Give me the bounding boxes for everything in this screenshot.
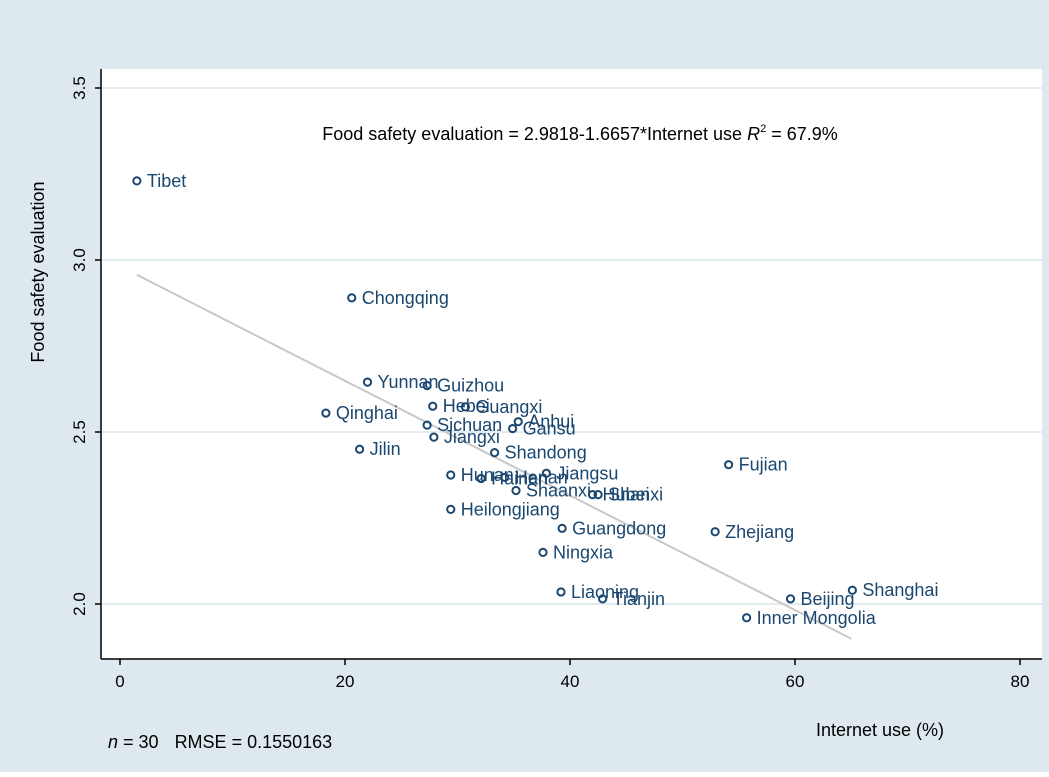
point-label-13: Hunan <box>461 465 514 485</box>
point-marker-23 <box>724 460 734 470</box>
point-label-6: Guangxi <box>475 397 542 417</box>
point-marker-1 <box>347 293 357 303</box>
footnote: n = 30 RMSE = 0.1550163 <box>108 732 332 752</box>
point-label-4: Qinghai <box>336 403 398 423</box>
x-tick-label-4: 80 <box>1011 672 1030 691</box>
point-marker-8 <box>422 420 432 430</box>
point-marker-6 <box>460 402 470 412</box>
point-label-0: Tibet <box>147 171 186 191</box>
point-label-14: Jiangsu <box>556 463 618 483</box>
point-label-9: Gansu <box>523 419 576 439</box>
point-label-21: Guangdong <box>572 518 666 538</box>
point-marker-21 <box>557 523 567 533</box>
y-tick-label-1: 2.5 <box>70 420 89 444</box>
regression-annotation: Food safety evaluation = 2.9818-1.6657*I… <box>322 123 838 144</box>
point-label-16: Henan <box>515 467 568 487</box>
x-tick-label-3: 60 <box>786 672 805 691</box>
point-label-25: Liaoning <box>571 582 639 602</box>
point-marker-15 <box>476 473 486 484</box>
point-marker-10 <box>429 432 439 442</box>
footnote-n-value: = 30 <box>118 732 159 752</box>
point-marker-28 <box>785 594 796 604</box>
point-label-24: Zhejiang <box>725 522 794 542</box>
point-marker-29 <box>742 613 752 623</box>
point-marker-5 <box>428 401 438 411</box>
x-tick-label-1: 20 <box>336 672 355 691</box>
point-marker-13 <box>446 470 456 480</box>
y-axis-label: Food safety evaluation <box>28 181 48 362</box>
point-label-10: Jiangxi <box>444 427 500 447</box>
point-marker-25 <box>556 587 566 597</box>
point-marker-3 <box>422 380 432 391</box>
point-marker-7 <box>513 417 523 427</box>
point-label-29: Inner Mongolia <box>757 608 877 628</box>
point-marker-9 <box>508 423 518 434</box>
point-marker-16 <box>500 472 510 483</box>
point-label-28: Beijing <box>801 589 855 609</box>
point-marker-14 <box>541 468 551 478</box>
point-marker-2 <box>362 377 373 387</box>
point-marker-27 <box>847 585 857 595</box>
point-label-20: Heilongjiang <box>461 499 560 519</box>
point-label-5: Hebei <box>443 396 490 416</box>
point-label-23: Fujian <box>739 455 788 475</box>
axis-layer: 2.0 2.5 3.0 3.5 0 20 40 60 80 <box>70 69 1042 691</box>
grid-layer <box>101 87 1042 605</box>
point-label-22: Ningxia <box>553 542 614 562</box>
point-label-27: Shanghai <box>862 580 938 600</box>
point-label-8: Sichuan <box>437 415 502 435</box>
plot-background <box>101 69 1042 659</box>
point-marker-0 <box>132 176 142 186</box>
point-label-7: Anhui <box>528 412 574 432</box>
point-marker-12 <box>490 448 500 458</box>
point-label-12: Shandong <box>505 443 587 463</box>
footnote-rmse: RMSE = 0.1550163 <box>175 732 333 752</box>
x-tick-label-2: 40 <box>561 672 580 691</box>
point-label-17: Shaanxi <box>526 480 591 500</box>
point-marker-19 <box>593 490 603 500</box>
point-label-26: Tianjin <box>613 589 665 609</box>
point-marker-18 <box>587 490 598 500</box>
point-label-19: Shanxi <box>608 485 663 505</box>
footnote-n-symbol: n <box>108 732 118 752</box>
point-marker-4 <box>321 408 331 418</box>
x-axis-label: Internet use (%) <box>816 720 944 740</box>
point-marker-11 <box>355 444 365 454</box>
point-marker-20 <box>446 504 456 514</box>
y-tick-label-0: 2.0 <box>70 592 89 616</box>
annotation-prefix: Food safety evaluation = 2.9818-1.6657*I… <box>322 124 747 144</box>
point-label-1: Chongqing <box>362 288 449 308</box>
annotation-r: R <box>747 124 760 144</box>
point-label-3: Guizhou <box>437 376 504 396</box>
point-marker-22 <box>538 547 548 558</box>
point-marker-26 <box>598 594 608 604</box>
point-label-18: Hubei <box>603 485 650 505</box>
annotation-suffix: = 67.9% <box>766 124 838 144</box>
y-tick-label-2: 3.0 <box>70 248 89 272</box>
point-marker-24 <box>710 527 720 537</box>
annotation-sup: 2 <box>760 123 766 135</box>
y-tick-label-3: 3.5 <box>70 76 89 100</box>
point-marker-17 <box>511 485 521 496</box>
x-tick-label-0: 0 <box>115 672 124 691</box>
point-label-11: Jilin <box>370 439 401 459</box>
